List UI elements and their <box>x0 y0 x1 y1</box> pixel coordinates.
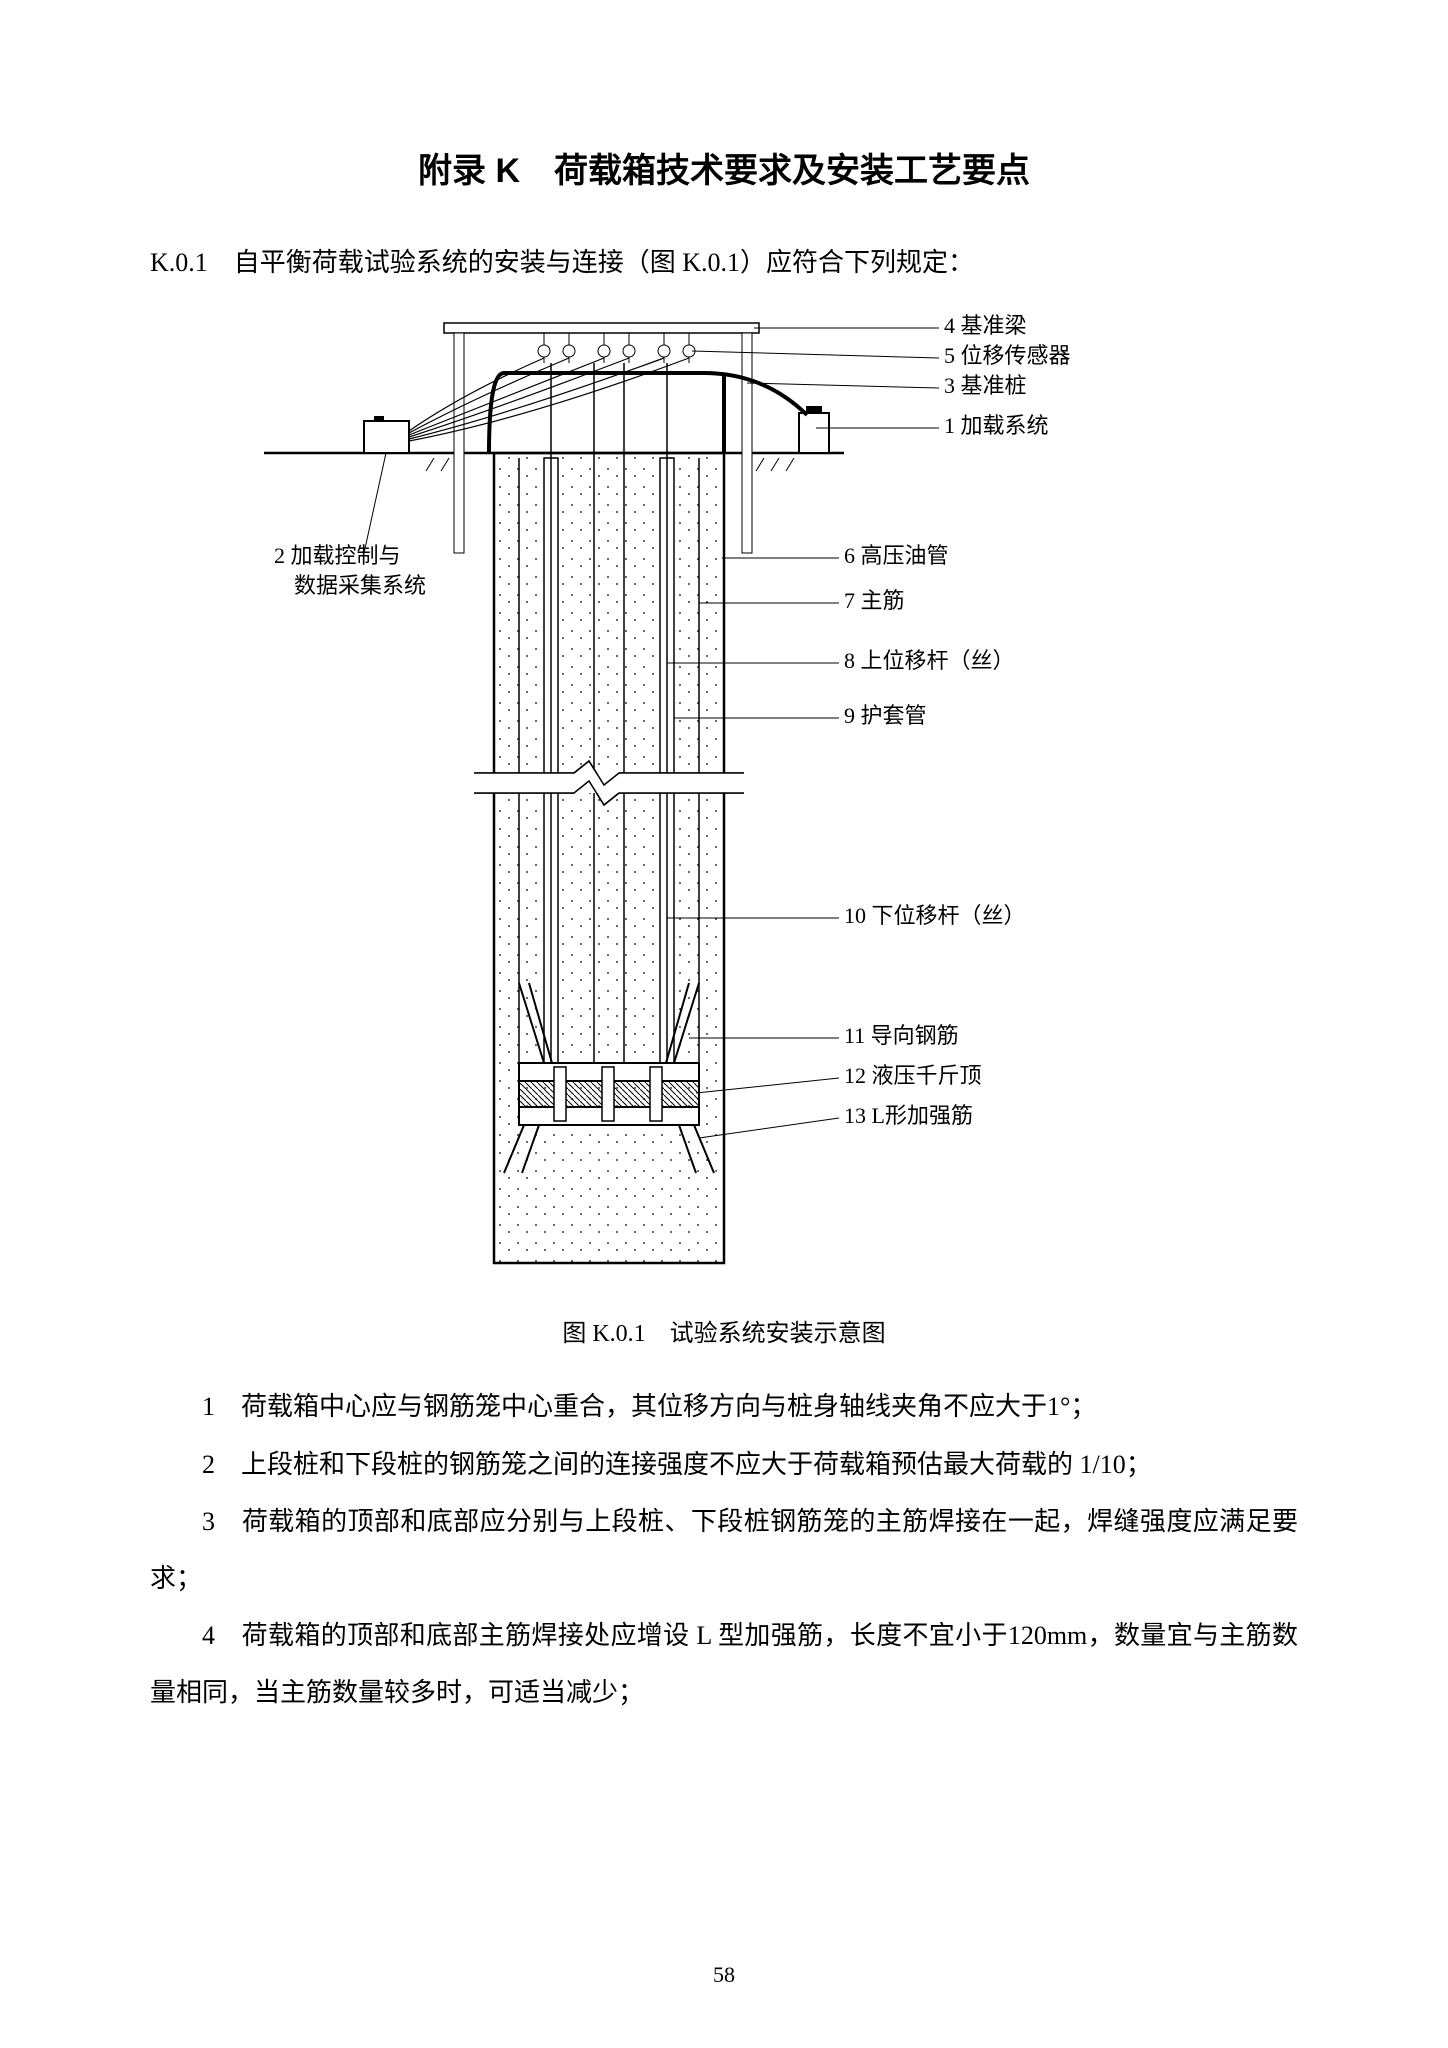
lbl-2b: 数据采集系统 <box>294 573 426 598</box>
lbl-4: 4 基准梁 <box>944 313 1027 338</box>
lbl-6: 6 高压油管 <box>844 543 949 568</box>
section-k01: K.0.1 自平衡荷载试验系统的安装与连接（图 K.0.1）应符合下列规定： <box>150 242 1298 284</box>
para-2: 2 上段桩和下段桩的钢筋笼之间的连接强度不应大于荷载箱预估最大荷载的 1/10； <box>150 1436 1298 1493</box>
para-3: 3 荷载箱的顶部和底部应分别与上段桩、下段桩钢筋笼的主筋焊接在一起，焊缝强度应满… <box>150 1493 1298 1607</box>
lbl-1: 1 加载系统 <box>944 413 1049 438</box>
page-container: 附录 K 荷载箱技术要求及安装工艺要点 K.0.1 自平衡荷载试验系统的安装与连… <box>0 0 1448 2048</box>
lbl-8: 8 上位移杆（丝） <box>844 648 1015 673</box>
lbl-13: 13 L形加强筋 <box>844 1103 973 1128</box>
lbl-12: 12 液压千斤顶 <box>844 1063 982 1088</box>
lbl-5: 5 位移传感器 <box>944 343 1071 368</box>
para-1: 1 荷载箱中心应与钢筋笼中心重合，其位移方向与桩身轴线夹角不应大于1°； <box>150 1378 1298 1435</box>
lbl-9: 9 护套管 <box>844 703 927 728</box>
para-4: 4 荷载箱的顶部和底部主筋焊接处应增设 L 型加强筋，长度不宜小于120mm，数… <box>150 1607 1298 1721</box>
page-number: 58 <box>0 1962 1448 1988</box>
lbl-11: 11 导向钢筋 <box>844 1023 959 1048</box>
figure-k01: 4 基准梁 5 位移传感器 3 基准桩 1 加载系统 2 加载控制与 数据采集系… <box>150 303 1298 1288</box>
lbl-3: 3 基准桩 <box>944 373 1027 398</box>
lbl-7: 7 主筋 <box>844 588 905 613</box>
diagram-svg: 4 基准梁 5 位移传感器 3 基准桩 1 加载系统 2 加载控制与 数据采集系… <box>244 303 1204 1283</box>
figure-caption: 图 K.0.1 试验系统安装示意图 <box>150 1313 1298 1348</box>
lbl-2a: 2 加载控制与 <box>274 543 401 568</box>
appendix-title: 附录 K 荷载箱技术要求及安装工艺要点 <box>150 143 1298 192</box>
lbl-10: 10 下位移杆（丝） <box>844 903 1026 928</box>
